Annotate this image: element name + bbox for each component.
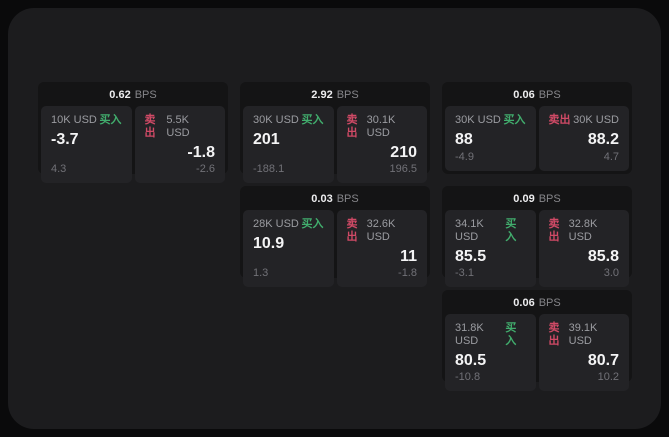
buy-change: -3.1 bbox=[455, 267, 474, 279]
bps-value: 0.06 bbox=[513, 297, 535, 309]
sell-change: 4.7 bbox=[603, 151, 619, 163]
sell-change: -2.6 bbox=[196, 163, 215, 175]
quote-card-body: 34.1K USD 买入 85.5 -3.1 卖出 32.8K USD 85.8… bbox=[445, 210, 629, 287]
buy-side-label: 买入 bbox=[505, 218, 517, 243]
quote-card: 0.62 BPS 10K USD 买入 -3.7 4.3 卖出 5.5K USD bbox=[38, 82, 228, 183]
sell-price: 85.8 bbox=[587, 248, 619, 265]
sell-side-label: 卖出 bbox=[346, 114, 358, 139]
bps-unit-label: BPS bbox=[538, 193, 561, 205]
buy-amount-label: 34.1K USD bbox=[455, 218, 484, 243]
quote-card: 0.06 BPS 30K USD 买入 88 -4.9 卖出 30K USD bbox=[442, 82, 632, 174]
bps-unit-label: BPS bbox=[336, 89, 359, 101]
buy-price: 10.9 bbox=[253, 235, 285, 252]
buy-price: 201 bbox=[253, 131, 280, 148]
bps-header: 0.62 BPS bbox=[41, 85, 225, 106]
buy-tile[interactable]: 30K USD 买入 201 -188.1 bbox=[243, 106, 334, 183]
sell-tile[interactable]: 卖出 30.1K USD 210 196.5 bbox=[336, 106, 427, 183]
bps-header: 0.06 BPS bbox=[445, 85, 629, 106]
bps-value: 0.62 bbox=[109, 89, 131, 101]
buy-amount-label: 30K USD bbox=[253, 114, 299, 126]
bps-unit-label: BPS bbox=[134, 89, 157, 101]
bps-value: 0.03 bbox=[311, 193, 333, 205]
buy-change: -10.8 bbox=[455, 371, 481, 383]
buy-tile[interactable]: 34.1K USD 买入 85.5 -3.1 bbox=[445, 210, 536, 287]
sell-change: 3.0 bbox=[603, 267, 619, 279]
sell-side-label: 卖出 bbox=[548, 218, 560, 243]
bps-header: 0.03 BPS bbox=[243, 189, 427, 210]
app-window: 0.62 BPS 10K USD 买入 -3.7 4.3 卖出 5.5K USD bbox=[8, 8, 661, 429]
sell-amount-label: 30K USD bbox=[573, 114, 619, 126]
bps-unit-label: BPS bbox=[336, 193, 359, 205]
sell-tile[interactable]: 卖出 30K USD 88.2 4.7 bbox=[538, 106, 629, 171]
sell-side-label: 卖出 bbox=[548, 114, 571, 126]
sell-change: 10.2 bbox=[597, 371, 619, 383]
bps-value: 0.09 bbox=[513, 193, 535, 205]
buy-amount-label: 28K USD bbox=[253, 218, 299, 230]
buy-change: 4.3 bbox=[51, 163, 67, 175]
quote-card-body: 10K USD 买入 -3.7 4.3 卖出 5.5K USD -1.8 -2.… bbox=[41, 106, 225, 183]
buy-side-label: 买入 bbox=[99, 114, 122, 126]
quote-card-body: 28K USD 买入 10.9 1.3 卖出 32.6K USD 11 -1.8 bbox=[243, 210, 427, 287]
bps-unit-label: BPS bbox=[538, 297, 561, 309]
sell-change: -1.8 bbox=[398, 267, 417, 279]
sell-side-label: 卖出 bbox=[144, 114, 156, 139]
sell-tile[interactable]: 卖出 5.5K USD -1.8 -2.6 bbox=[134, 106, 225, 183]
sell-price: 80.7 bbox=[587, 352, 619, 369]
quote-card-body: 30K USD 买入 201 -188.1 卖出 30.1K USD 210 1… bbox=[243, 106, 427, 183]
quote-card-body: 31.8K USD 买入 80.5 -10.8 卖出 39.1K USD 80.… bbox=[445, 314, 629, 391]
buy-price: 80.5 bbox=[455, 352, 487, 369]
sell-amount-label: 39.1K USD bbox=[568, 322, 598, 347]
sell-side-label: 卖出 bbox=[346, 218, 358, 243]
buy-change: -4.9 bbox=[455, 151, 474, 163]
bps-value: 2.92 bbox=[311, 89, 333, 101]
quote-card: 0.03 BPS 28K USD 买入 10.9 1.3 卖出 32.6K USD bbox=[240, 186, 430, 287]
bps-unit-label: BPS bbox=[538, 89, 561, 101]
sell-amount-label: 30.1K USD bbox=[366, 114, 396, 139]
bps-header: 0.06 BPS bbox=[445, 293, 629, 314]
sell-price: -1.8 bbox=[187, 144, 215, 161]
buy-change: 1.3 bbox=[253, 267, 269, 279]
buy-amount-label: 30K USD bbox=[455, 114, 501, 126]
sell-price: 11 bbox=[400, 248, 417, 265]
buy-tile[interactable]: 28K USD 买入 10.9 1.3 bbox=[243, 210, 334, 287]
sell-amount-label: 32.6K USD bbox=[366, 218, 396, 243]
sell-tile[interactable]: 卖出 32.8K USD 85.8 3.0 bbox=[538, 210, 629, 287]
sell-price: 210 bbox=[390, 144, 417, 161]
sell-tile[interactable]: 卖出 39.1K USD 80.7 10.2 bbox=[538, 314, 629, 391]
bps-header: 2.92 BPS bbox=[243, 85, 427, 106]
buy-price: 85.5 bbox=[455, 248, 487, 265]
bps-value: 0.06 bbox=[513, 89, 535, 101]
quote-card-body: 30K USD 买入 88 -4.9 卖出 30K USD 88.2 4.7 bbox=[445, 106, 629, 171]
sell-amount-label: 5.5K USD bbox=[166, 114, 190, 139]
buy-change: -188.1 bbox=[253, 163, 285, 175]
buy-side-label: 买入 bbox=[301, 218, 324, 230]
buy-tile[interactable]: 30K USD 买入 88 -4.9 bbox=[445, 106, 536, 171]
buy-amount-label: 31.8K USD bbox=[455, 322, 484, 347]
buy-tile[interactable]: 31.8K USD 买入 80.5 -10.8 bbox=[445, 314, 536, 391]
bps-header: 0.09 BPS bbox=[445, 189, 629, 210]
buy-amount-label: 10K USD bbox=[51, 114, 97, 126]
quote-card-grid: 0.62 BPS 10K USD 买入 -3.7 4.3 卖出 5.5K USD bbox=[38, 82, 632, 391]
sell-tile[interactable]: 卖出 32.6K USD 11 -1.8 bbox=[336, 210, 427, 287]
buy-side-label: 买入 bbox=[505, 322, 517, 347]
sell-price: 88.2 bbox=[587, 131, 619, 148]
buy-side-label: 买入 bbox=[301, 114, 324, 126]
buy-tile[interactable]: 10K USD 买入 -3.7 4.3 bbox=[41, 106, 132, 183]
quote-card: 2.92 BPS 30K USD 买入 201 -188.1 卖出 30.1K U… bbox=[240, 82, 430, 183]
sell-change: 196.5 bbox=[389, 163, 417, 175]
sell-amount-label: 32.8K USD bbox=[568, 218, 598, 243]
buy-side-label: 买入 bbox=[503, 114, 526, 126]
quote-card: 0.09 BPS 34.1K USD 买入 85.5 -3.1 卖出 32.8K … bbox=[442, 186, 632, 287]
sell-side-label: 卖出 bbox=[548, 322, 560, 347]
buy-price: 88 bbox=[455, 131, 473, 148]
quote-card: 0.06 BPS 31.8K USD 买入 80.5 -10.8 卖出 39.1K… bbox=[442, 290, 632, 391]
buy-price: -3.7 bbox=[51, 131, 79, 148]
